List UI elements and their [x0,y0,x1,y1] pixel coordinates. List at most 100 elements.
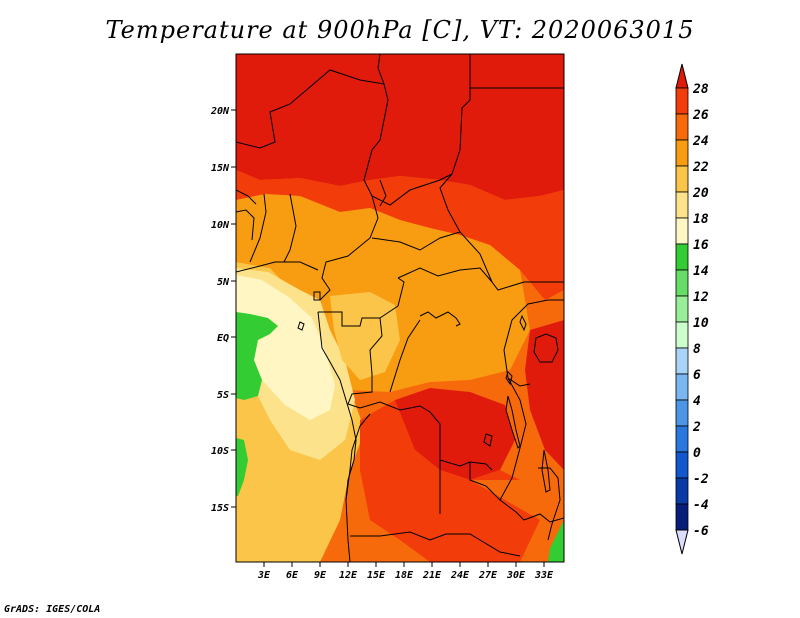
colorbar-segment [675,243,689,271]
colorbar-label: 14 [693,264,709,279]
border-line [397,267,493,283]
lon-label-6e: 6E [286,570,299,581]
coast-small-island [297,321,305,331]
border-line [283,193,297,263]
colorbar-segment [675,269,689,297]
lon-label-18e: 18E [395,570,414,581]
colorbar-label: 4 [693,394,701,409]
lake-albert-outline [519,314,527,332]
border-line [236,189,257,205]
field-hot-south [360,400,540,562]
border-line [379,277,405,319]
border-line [236,261,319,273]
lake-kivu-outline [505,371,513,386]
border-line [350,531,521,557]
field-mild-central [236,194,530,392]
lat-label-15s: 15S [211,503,229,514]
border-line [523,513,564,523]
lon-axis: 3E 6E 9E 12E 15E 18E 21E 24E 27E 30E 33E [257,562,554,581]
border-line [439,173,564,291]
border-line [379,179,387,207]
grads-credit: GrADS: IGES/COLA [4,604,101,615]
colorbar-label: 28 [692,82,709,97]
lake-tanganyika-outline [505,395,521,449]
bioko-island-outline [313,291,321,301]
colorbar-label: -4 [693,498,709,513]
map-frame [235,53,565,563]
colorbar-segment [675,139,689,167]
border-line [249,193,267,263]
country-borders [236,54,564,562]
colorbar-segment [675,165,689,193]
lon-label-30e: 30E [506,570,526,581]
lake-malawi-outline [541,449,551,493]
lat-label-10n: 10N [211,220,230,231]
lon-label-3e: 3E [257,570,271,581]
lon-label-15e: 15E [367,570,386,581]
field-cold-green-west-equator [236,312,278,400]
colorbar-segment [675,399,689,427]
lake-outlines [297,291,559,493]
lat-label-5n: 5N [217,277,230,288]
lat-label-15n: 15N [211,163,230,174]
border-line [345,413,371,562]
colorbar-label: 18 [693,212,709,227]
colorbar-label: 0 [693,446,701,461]
border-line [507,377,531,387]
lon-label-33e: 33E [534,570,554,581]
colorbar-segment [675,347,689,375]
border-line [347,401,493,471]
lon-label-12e: 12E [339,570,358,581]
colorbar-segment [675,503,689,531]
cluster-north [419,311,461,327]
colorbar-label: 20 [692,186,709,201]
border-line [319,195,379,301]
colorbar-segment [675,87,689,115]
lon-label-21e: 21E [422,570,442,581]
colorbar-segment [675,295,689,323]
colorbar-label: 10 [693,316,709,331]
colorbar-label: 2 [692,420,701,435]
colorbar-bottom-triangle [675,529,689,555]
lake-victoria-outline [533,333,559,363]
lat-label-eq: EQ [217,333,229,344]
colorbar-label: -2 [693,472,709,487]
field-very-hot-north [236,54,564,200]
colorbar-label: 8 [693,342,701,357]
lon-label-9e: 9E [314,570,327,581]
lat-axis: 20N 15N 10N 5N EQ 5S 10S 15S [210,106,236,514]
colorbar-segment [675,451,689,479]
colorbar-label: 16 [693,238,709,253]
map-title: Temperature at 900hPa [C], VT: 202006301… [105,16,695,44]
field-hot-band [236,170,564,300]
colorbar-label: 12 [693,290,709,305]
field-cold-green-sw [236,438,248,496]
temperature-field [236,54,564,562]
colorbar-label: 26 [692,108,709,123]
colorbar-segment [675,113,689,141]
colorbar-segment [675,373,689,401]
border-line [318,311,383,405]
colorbar-top-triangle [675,63,689,89]
lon-label-24e: 24E [450,570,470,581]
colorbar-segment [675,191,689,219]
colorbar-segment [675,217,689,245]
field-temperate-highland [330,292,400,380]
border-line [236,54,385,149]
field-warm-se [470,480,564,562]
colorbar-segment [675,425,689,453]
colorbar-label: 24 [692,134,709,149]
border-line [317,311,357,501]
border-line [469,462,525,521]
border-line [363,54,471,206]
colorbar-label: 6 [693,368,701,383]
lat-label-20n: 20N [210,106,230,117]
field-cooler-coast [236,275,335,420]
colorbar-label: 22 [692,160,709,175]
colorbar-segment [675,321,689,349]
border-line [371,231,461,251]
lon-label-27e: 27E [478,570,498,581]
lat-label-10s: 10S [211,446,229,457]
lake-mweru-outline [483,433,493,447]
